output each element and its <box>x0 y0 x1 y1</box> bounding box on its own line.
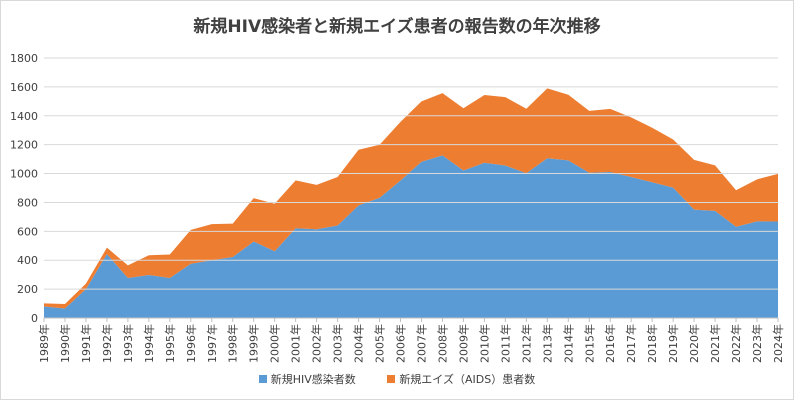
legend: 新規HIV感染者数 新規エイズ（AIDS）患者数 <box>0 371 794 387</box>
x-tick-label: 1998年 <box>226 324 240 363</box>
x-tick-label: 2000年 <box>268 324 282 363</box>
y-tick-label: 1400 <box>10 110 38 123</box>
x-tick-label: 2011年 <box>498 324 512 363</box>
y-tick-label: 0 <box>31 312 38 325</box>
y-tick-label: 200 <box>17 283 38 296</box>
x-tick-label: 2014年 <box>561 324 575 363</box>
x-tick-label: 1991年 <box>79 324 93 363</box>
x-tick-label: 2019年 <box>666 324 680 363</box>
chart-title: 新規HIV感染者と新規エイズ患者の報告数の年次推移 <box>193 17 601 37</box>
x-tick-label: 2017年 <box>624 324 638 363</box>
legend-item-aids: 新規エイズ（AIDS）患者数 <box>387 371 535 387</box>
y-tick-label: 1800 <box>10 52 38 65</box>
x-tick-label: 2016年 <box>603 324 617 363</box>
x-tick-label: 2003年 <box>331 324 345 363</box>
x-tick-label: 2020年 <box>687 324 701 363</box>
x-tick-label: 1999年 <box>247 324 261 363</box>
x-tick-label: 2012年 <box>519 324 533 363</box>
x-tick-label: 2023年 <box>750 324 764 363</box>
x-tick-label: 2009年 <box>456 324 470 363</box>
y-tick-label: 600 <box>17 225 38 238</box>
y-tick-label: 800 <box>17 196 38 209</box>
x-tick-label: 1995年 <box>163 324 177 363</box>
legend-swatch-aids <box>387 375 396 383</box>
legend-label-hiv: 新規HIV感染者数 <box>270 373 356 386</box>
x-tick-label: 1990年 <box>58 324 72 363</box>
x-tick-label: 2008年 <box>435 324 449 363</box>
x-tick-label: 1994年 <box>142 324 156 363</box>
x-tick-label: 2015年 <box>582 324 596 363</box>
x-tick-label: 2006年 <box>394 324 408 363</box>
x-tick-label: 2013年 <box>540 324 554 363</box>
x-tick-label: 2005年 <box>373 324 387 363</box>
y-tick-label: 400 <box>17 254 38 267</box>
x-tick-label: 2004年 <box>352 324 366 363</box>
x-tick-label: 1989年 <box>37 324 51 363</box>
legend-item-hiv: 新規HIV感染者数 <box>258 371 356 387</box>
x-tick-label: 1996年 <box>184 324 198 363</box>
legend-swatch-hiv <box>258 375 267 383</box>
y-tick-label: 1000 <box>10 168 38 181</box>
x-tick-label: 2002年 <box>310 324 324 363</box>
area-series-hiv <box>44 155 778 318</box>
x-tick-label: 1993年 <box>121 324 135 363</box>
x-tick-label: 2010年 <box>477 324 491 363</box>
y-tick-label: 1200 <box>10 139 38 152</box>
x-tick-label: 2007年 <box>414 324 428 363</box>
x-tick-label: 1997年 <box>205 324 219 363</box>
x-tick-label: 2022年 <box>729 324 743 363</box>
x-tick-label: 1992年 <box>100 324 114 363</box>
x-tick-label: 2001年 <box>289 324 303 363</box>
y-tick-label: 1600 <box>10 81 38 94</box>
x-tick-label: 2024年 <box>771 324 785 363</box>
legend-label-aids: 新規エイズ（AIDS）患者数 <box>399 373 536 386</box>
x-tick-label: 2018年 <box>645 324 659 363</box>
x-tick-label: 2021年 <box>708 324 722 363</box>
area-series-aids <box>44 88 778 309</box>
